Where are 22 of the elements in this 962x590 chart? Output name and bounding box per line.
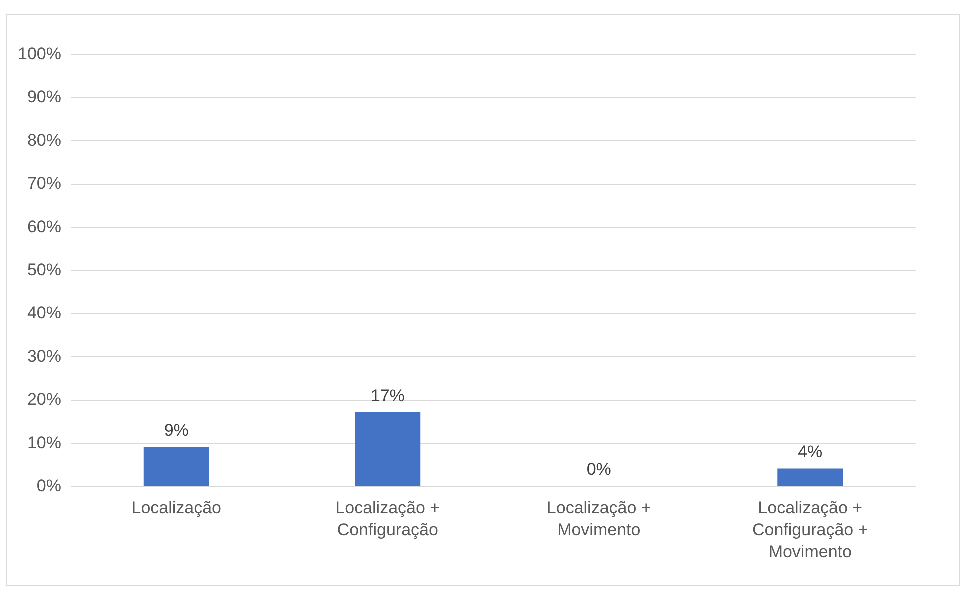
data-label: 0%	[586, 460, 612, 479]
bar	[355, 412, 421, 486]
y-tick-label: 10%	[27, 433, 62, 452]
y-tick-label: 60%	[27, 217, 62, 236]
bar	[144, 447, 210, 486]
bar	[778, 468, 844, 486]
data-label: 9%	[164, 421, 189, 440]
y-tick-label: 80%	[27, 130, 62, 150]
y-tick-label: 100%	[18, 44, 62, 64]
y-tick-label: 50%	[27, 260, 62, 280]
y-tick-label: 70%	[27, 174, 62, 194]
data-label: 4%	[798, 442, 823, 462]
x-tick-label: Localização + Movimento	[546, 498, 652, 540]
y-tick-label: 0%	[36, 476, 62, 496]
data-label: 17%	[370, 386, 405, 406]
y-tick-label: 90%	[27, 88, 62, 107]
y-tick-label: 30%	[27, 346, 62, 366]
x-tick-label: Localização + Configuração + Movimento	[752, 498, 868, 562]
x-tick-label: Localização	[132, 498, 222, 518]
y-tick-label: 20%	[27, 390, 62, 410]
x-tick-label: Localização + Configuração	[336, 498, 440, 540]
y-tick-label: 40%	[27, 304, 62, 323]
